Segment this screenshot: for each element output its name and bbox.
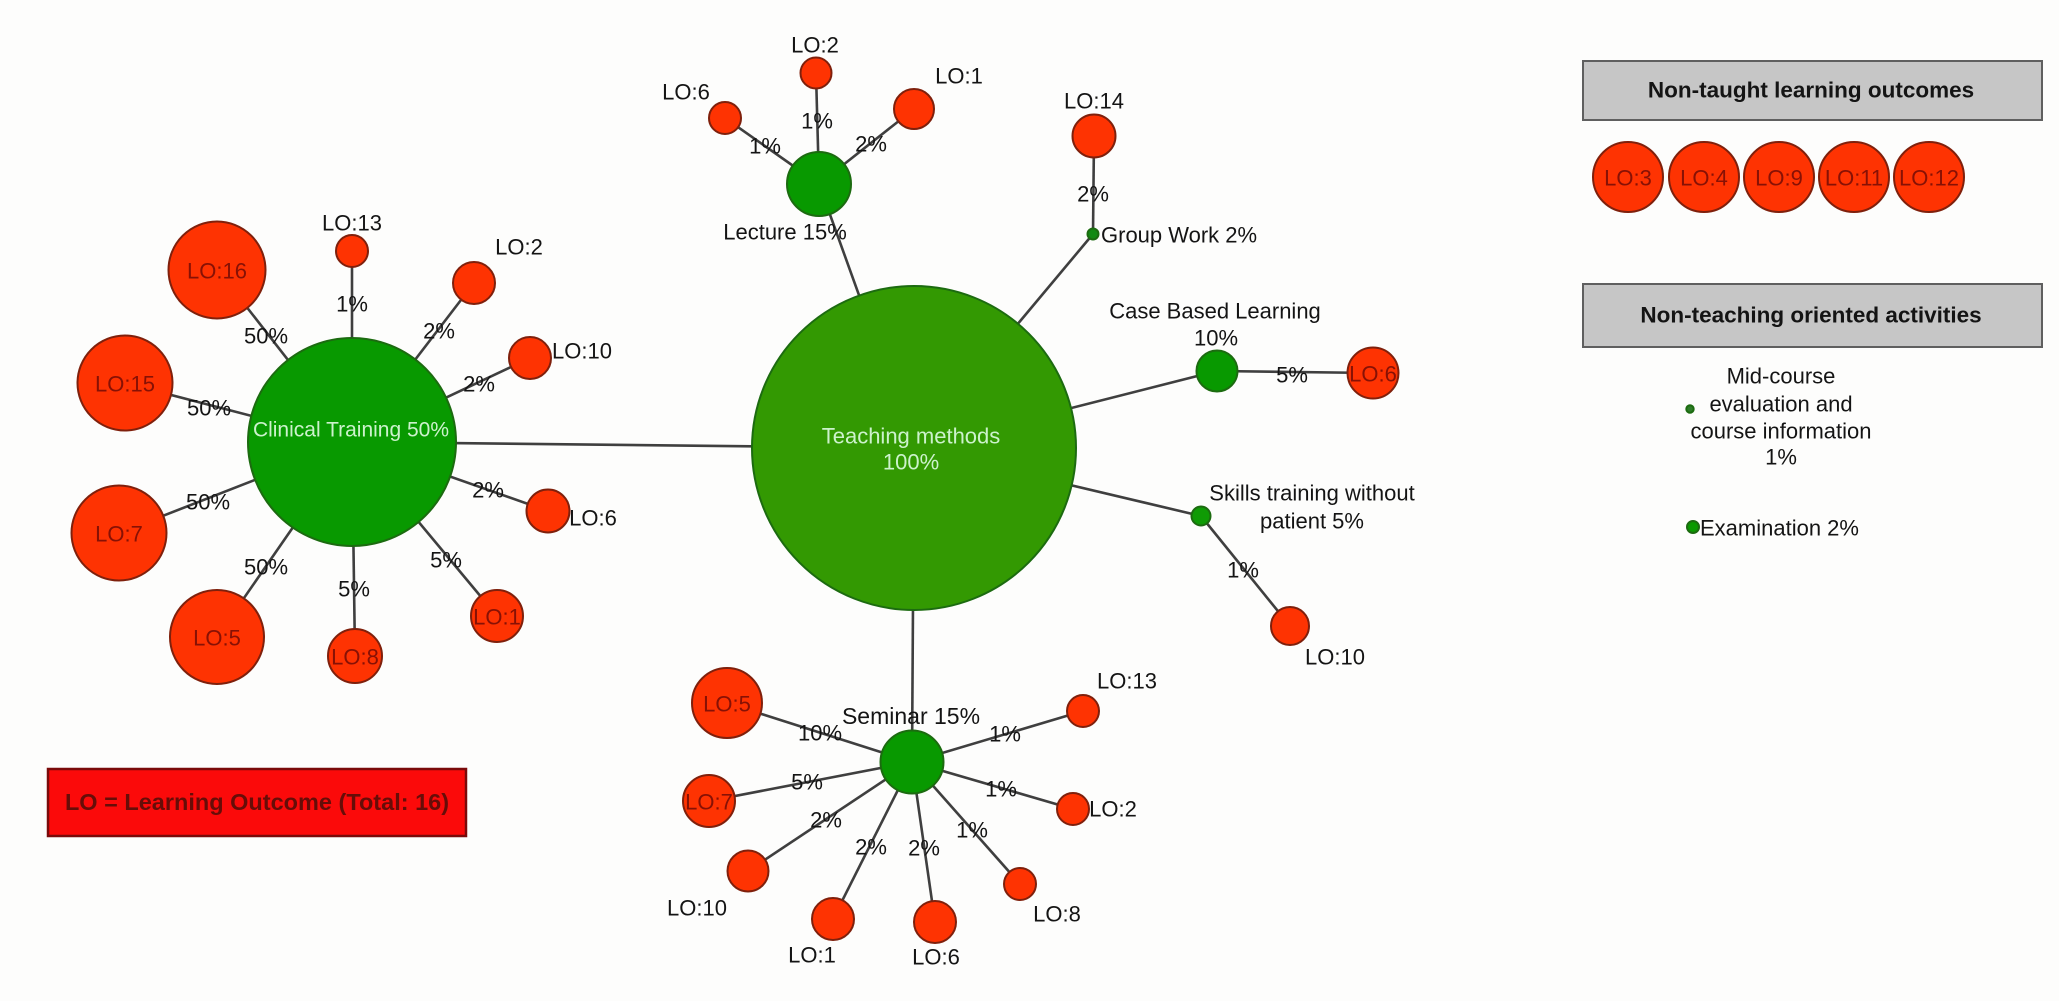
svg-text:2%: 2%	[908, 836, 940, 861]
svg-text:LO:11: LO:11	[1825, 166, 1883, 191]
svg-text:Teaching methods: Teaching methods	[822, 424, 1001, 449]
svg-text:1%: 1%	[801, 109, 833, 134]
svg-text:LO:3: LO:3	[1604, 166, 1652, 191]
svg-text:LO = Learning Outcome (Total:: LO = Learning Outcome (Total: 16)	[65, 789, 449, 815]
svg-text:Case Based Learning: Case Based Learning	[1109, 299, 1321, 324]
svg-text:10%: 10%	[1194, 326, 1238, 351]
svg-text:1%: 1%	[985, 777, 1017, 802]
svg-text:LO:6: LO:6	[662, 80, 710, 105]
svg-text:50%: 50%	[186, 490, 230, 515]
svg-text:course information: course information	[1691, 419, 1872, 444]
svg-text:LO:1: LO:1	[788, 943, 836, 968]
svg-text:50%: 50%	[187, 396, 231, 421]
svg-text:Non-teaching oriented activiti: Non-teaching oriented activities	[1640, 303, 1981, 328]
svg-text:2%: 2%	[423, 319, 455, 344]
svg-text:1%: 1%	[956, 818, 988, 843]
svg-text:evaluation and: evaluation and	[1709, 392, 1852, 417]
svg-text:LO:14: LO:14	[1064, 89, 1124, 114]
svg-text:LO:6: LO:6	[569, 506, 617, 531]
svg-text:Mid-course: Mid-course	[1727, 364, 1836, 389]
svg-text:1%: 1%	[336, 292, 368, 317]
svg-text:2%: 2%	[855, 132, 887, 157]
svg-text:Non-taught learning outcomes: Non-taught learning outcomes	[1648, 78, 1974, 103]
svg-text:2%: 2%	[855, 835, 887, 860]
svg-text:LO:12: LO:12	[1899, 166, 1959, 191]
svg-text:LO:1: LO:1	[935, 64, 983, 89]
svg-text:LO:7: LO:7	[685, 790, 733, 815]
svg-text:2%: 2%	[463, 372, 495, 397]
svg-text:LO:15: LO:15	[95, 372, 155, 397]
svg-text:1%: 1%	[1227, 558, 1259, 583]
svg-text:50%: 50%	[244, 324, 288, 349]
svg-text:5%: 5%	[1276, 363, 1308, 388]
svg-text:LO:2: LO:2	[495, 235, 543, 260]
svg-text:LO:16: LO:16	[187, 259, 247, 284]
svg-text:LO:9: LO:9	[1755, 166, 1803, 191]
svg-text:LO:6: LO:6	[1349, 362, 1397, 387]
svg-text:Lecture 15%: Lecture 15%	[723, 220, 847, 245]
svg-text:LO:4: LO:4	[1680, 166, 1728, 191]
svg-text:5%: 5%	[338, 577, 370, 602]
svg-text:LO:13: LO:13	[1097, 669, 1157, 694]
svg-text:50%: 50%	[244, 555, 288, 580]
svg-text:2%: 2%	[810, 808, 842, 833]
svg-text:2%: 2%	[1077, 182, 1109, 207]
svg-text:1%: 1%	[989, 722, 1021, 747]
svg-text:5%: 5%	[430, 548, 462, 573]
svg-text:LO:6: LO:6	[912, 945, 960, 970]
svg-text:Group Work 2%: Group Work 2%	[1101, 223, 1257, 248]
svg-text:1%: 1%	[1765, 445, 1797, 470]
svg-text:LO:8: LO:8	[331, 645, 379, 670]
svg-text:10%: 10%	[798, 721, 842, 746]
svg-text:LO:2: LO:2	[791, 33, 839, 58]
svg-text:LO:13: LO:13	[322, 211, 382, 236]
svg-text:Clinical Training 50%: Clinical Training 50%	[253, 419, 449, 442]
svg-text:LO:7: LO:7	[95, 522, 143, 547]
svg-text:100%: 100%	[883, 450, 939, 475]
svg-text:1%: 1%	[749, 134, 781, 159]
svg-text:LO:5: LO:5	[703, 692, 751, 717]
svg-text:LO:1: LO:1	[473, 605, 521, 630]
svg-text:LO:10: LO:10	[552, 339, 612, 364]
svg-text:LO:5: LO:5	[193, 626, 241, 651]
svg-text:Skills training without: Skills training without	[1209, 481, 1414, 506]
svg-text:LO:2: LO:2	[1089, 797, 1137, 822]
svg-text:5%: 5%	[791, 770, 823, 795]
svg-text:Seminar 15%: Seminar 15%	[842, 703, 980, 729]
svg-text:patient 5%: patient 5%	[1260, 509, 1364, 534]
svg-text:2%: 2%	[472, 478, 504, 503]
svg-text:LO:10: LO:10	[667, 896, 727, 921]
svg-text:Examination 2%: Examination 2%	[1700, 516, 1859, 541]
svg-text:LO:8: LO:8	[1033, 902, 1081, 927]
svg-text:LO:10: LO:10	[1305, 645, 1365, 670]
